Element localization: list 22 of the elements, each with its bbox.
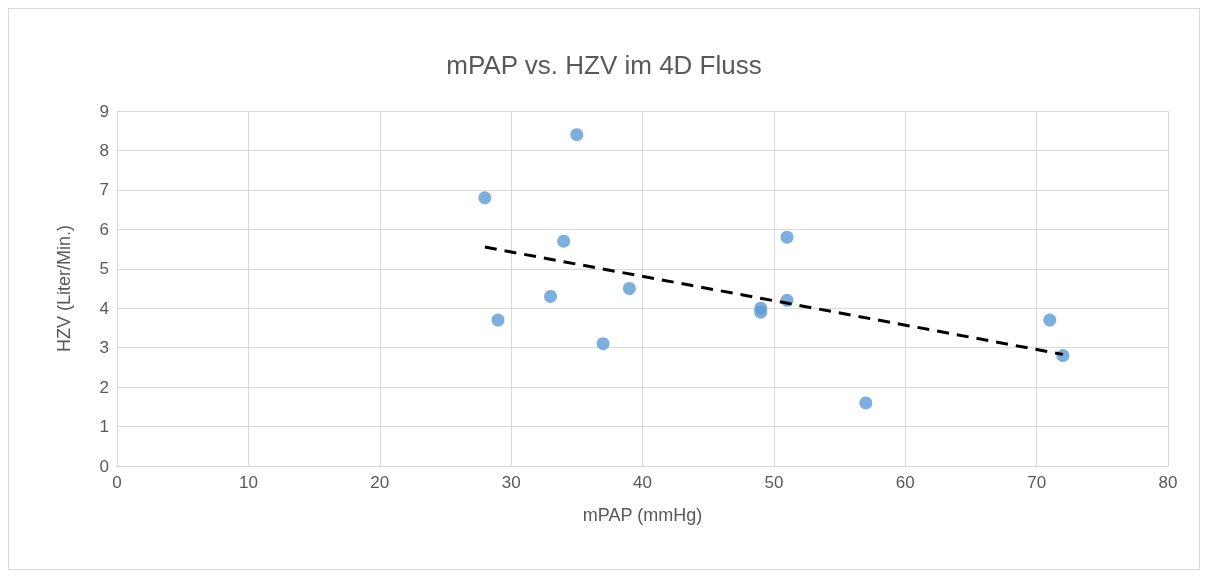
y-tick-label: 5 [99, 259, 109, 279]
x-tick-label: 20 [370, 473, 390, 492]
y-tick-label: 1 [99, 417, 109, 437]
y-tick-label: 7 [99, 180, 109, 200]
x-tick-label: 30 [501, 473, 521, 492]
y-axis-title: HZV (Liter/Min.) [54, 224, 74, 353]
y-tick-label: 0 [99, 456, 109, 476]
x-tick-label: 50 [764, 473, 784, 492]
x-tick-label: 40 [633, 473, 652, 492]
x-axis-title: mPAP (mmHg) [582, 505, 703, 525]
x-tick-label: 0 [112, 473, 122, 492]
x-tick-label: 10 [238, 473, 258, 492]
y-tick-label: 9 [99, 101, 109, 121]
x-tick-label: 80 [1158, 473, 1178, 492]
y-tick-label: 6 [99, 219, 109, 239]
x-tick-label: 60 [895, 473, 915, 492]
y-tick-label: 2 [99, 377, 109, 397]
chart-title: mPAP vs. HZV im 4D Fluss [446, 50, 762, 80]
y-tick-label: 3 [99, 338, 109, 358]
y-tick-label: 8 [99, 140, 109, 160]
x-tick-label: 70 [1027, 473, 1047, 492]
y-tick-label: 4 [99, 298, 109, 318]
